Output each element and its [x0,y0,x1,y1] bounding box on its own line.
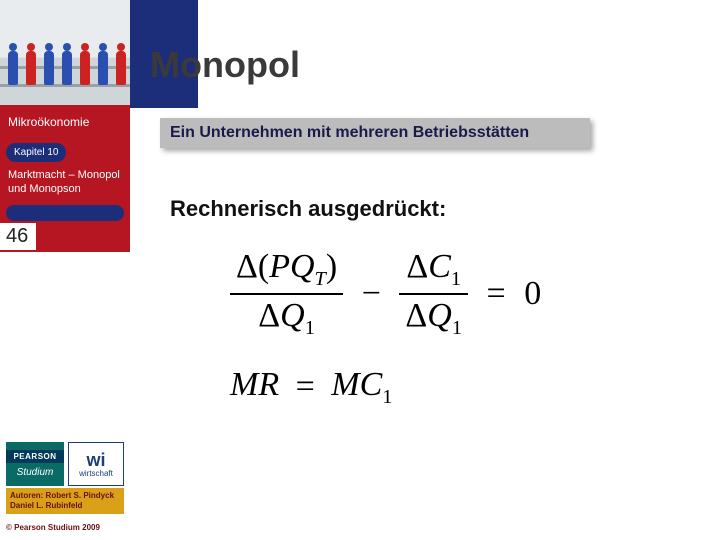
page-number: 46 [0,223,36,250]
eq-sub-t: T [315,268,326,290]
course-label: Mikroökonomie [0,105,130,141]
eq-mr: MR [230,366,279,403]
eq-c1: C [428,248,451,285]
chapter-pill: Kapitel 10 [6,143,66,162]
page-title: Monopol [150,44,300,86]
eq-q1b: Q [427,297,452,334]
eq-sub1c: 1 [452,317,462,339]
main-content: Monopol Ein Unternehmen mit mehreren Bet… [130,0,720,540]
eq-sub1b: 1 [451,268,461,290]
eq-zero: 0 [524,275,541,312]
eq-q1: Q [280,297,305,334]
authors-line2: Daniel L. Rubinfeld [10,501,82,510]
subtitle-box: Ein Unternehmen mit mehreren Betriebsstä… [160,118,590,148]
eq-equals2: = [288,368,323,406]
eq-delta4: Δ [405,297,427,334]
eq-pq: PQ [269,248,314,285]
sidebar: Mikroökonomie Kapitel 10 Marktmacht – Mo… [0,0,130,540]
pearson-logo-top: PEARSON [6,450,64,463]
eq-delta3: Δ [406,248,428,285]
authors-line1: Autoren: Robert S. Pindyck [10,491,114,500]
eq-sub1d: 1 [382,385,392,407]
eq-delta1: Δ( [236,248,269,285]
body-heading: Rechnerisch ausgedrückt: [170,196,446,222]
equation-block: Δ(PQT) ΔQ1 − ΔC1 ΔQ1 = 0 MR = MC1 [230,248,541,408]
eq-minus: − [352,275,391,313]
wi-logo: wi wirtschaft [68,442,124,486]
pearson-logo-bottom: Studium [17,463,54,478]
publisher-logos: PEARSON Studium wi wirtschaft [6,442,124,486]
wi-logo-bottom: wirtschaft [79,469,113,478]
eq-delta2: Δ [258,297,280,334]
wi-logo-top: wi [86,451,105,469]
page-pill [6,205,124,221]
eq-paren-close: ) [326,248,337,285]
equation-frac1: Δ(PQT) ΔQ1 [230,248,343,340]
copyright: © Pearson Studium 2009 [6,523,100,532]
authors-box: Autoren: Robert S. Pindyck Daniel L. Rub… [6,488,124,514]
chapter-title: Marktmacht – Monopol und Monopson [0,168,130,205]
eq-mc: MC [331,366,382,403]
equation-line2: MR = MC1 [230,366,541,409]
sidebar-image [0,0,130,105]
eq-equals1: = [477,275,516,313]
eq-sub1a: 1 [305,317,315,339]
pearson-logo: PEARSON Studium [6,442,64,486]
equation-frac2: ΔC1 ΔQ1 [399,248,468,340]
sidebar-lower: PEARSON Studium wi wirtschaft Autoren: R… [0,252,130,540]
